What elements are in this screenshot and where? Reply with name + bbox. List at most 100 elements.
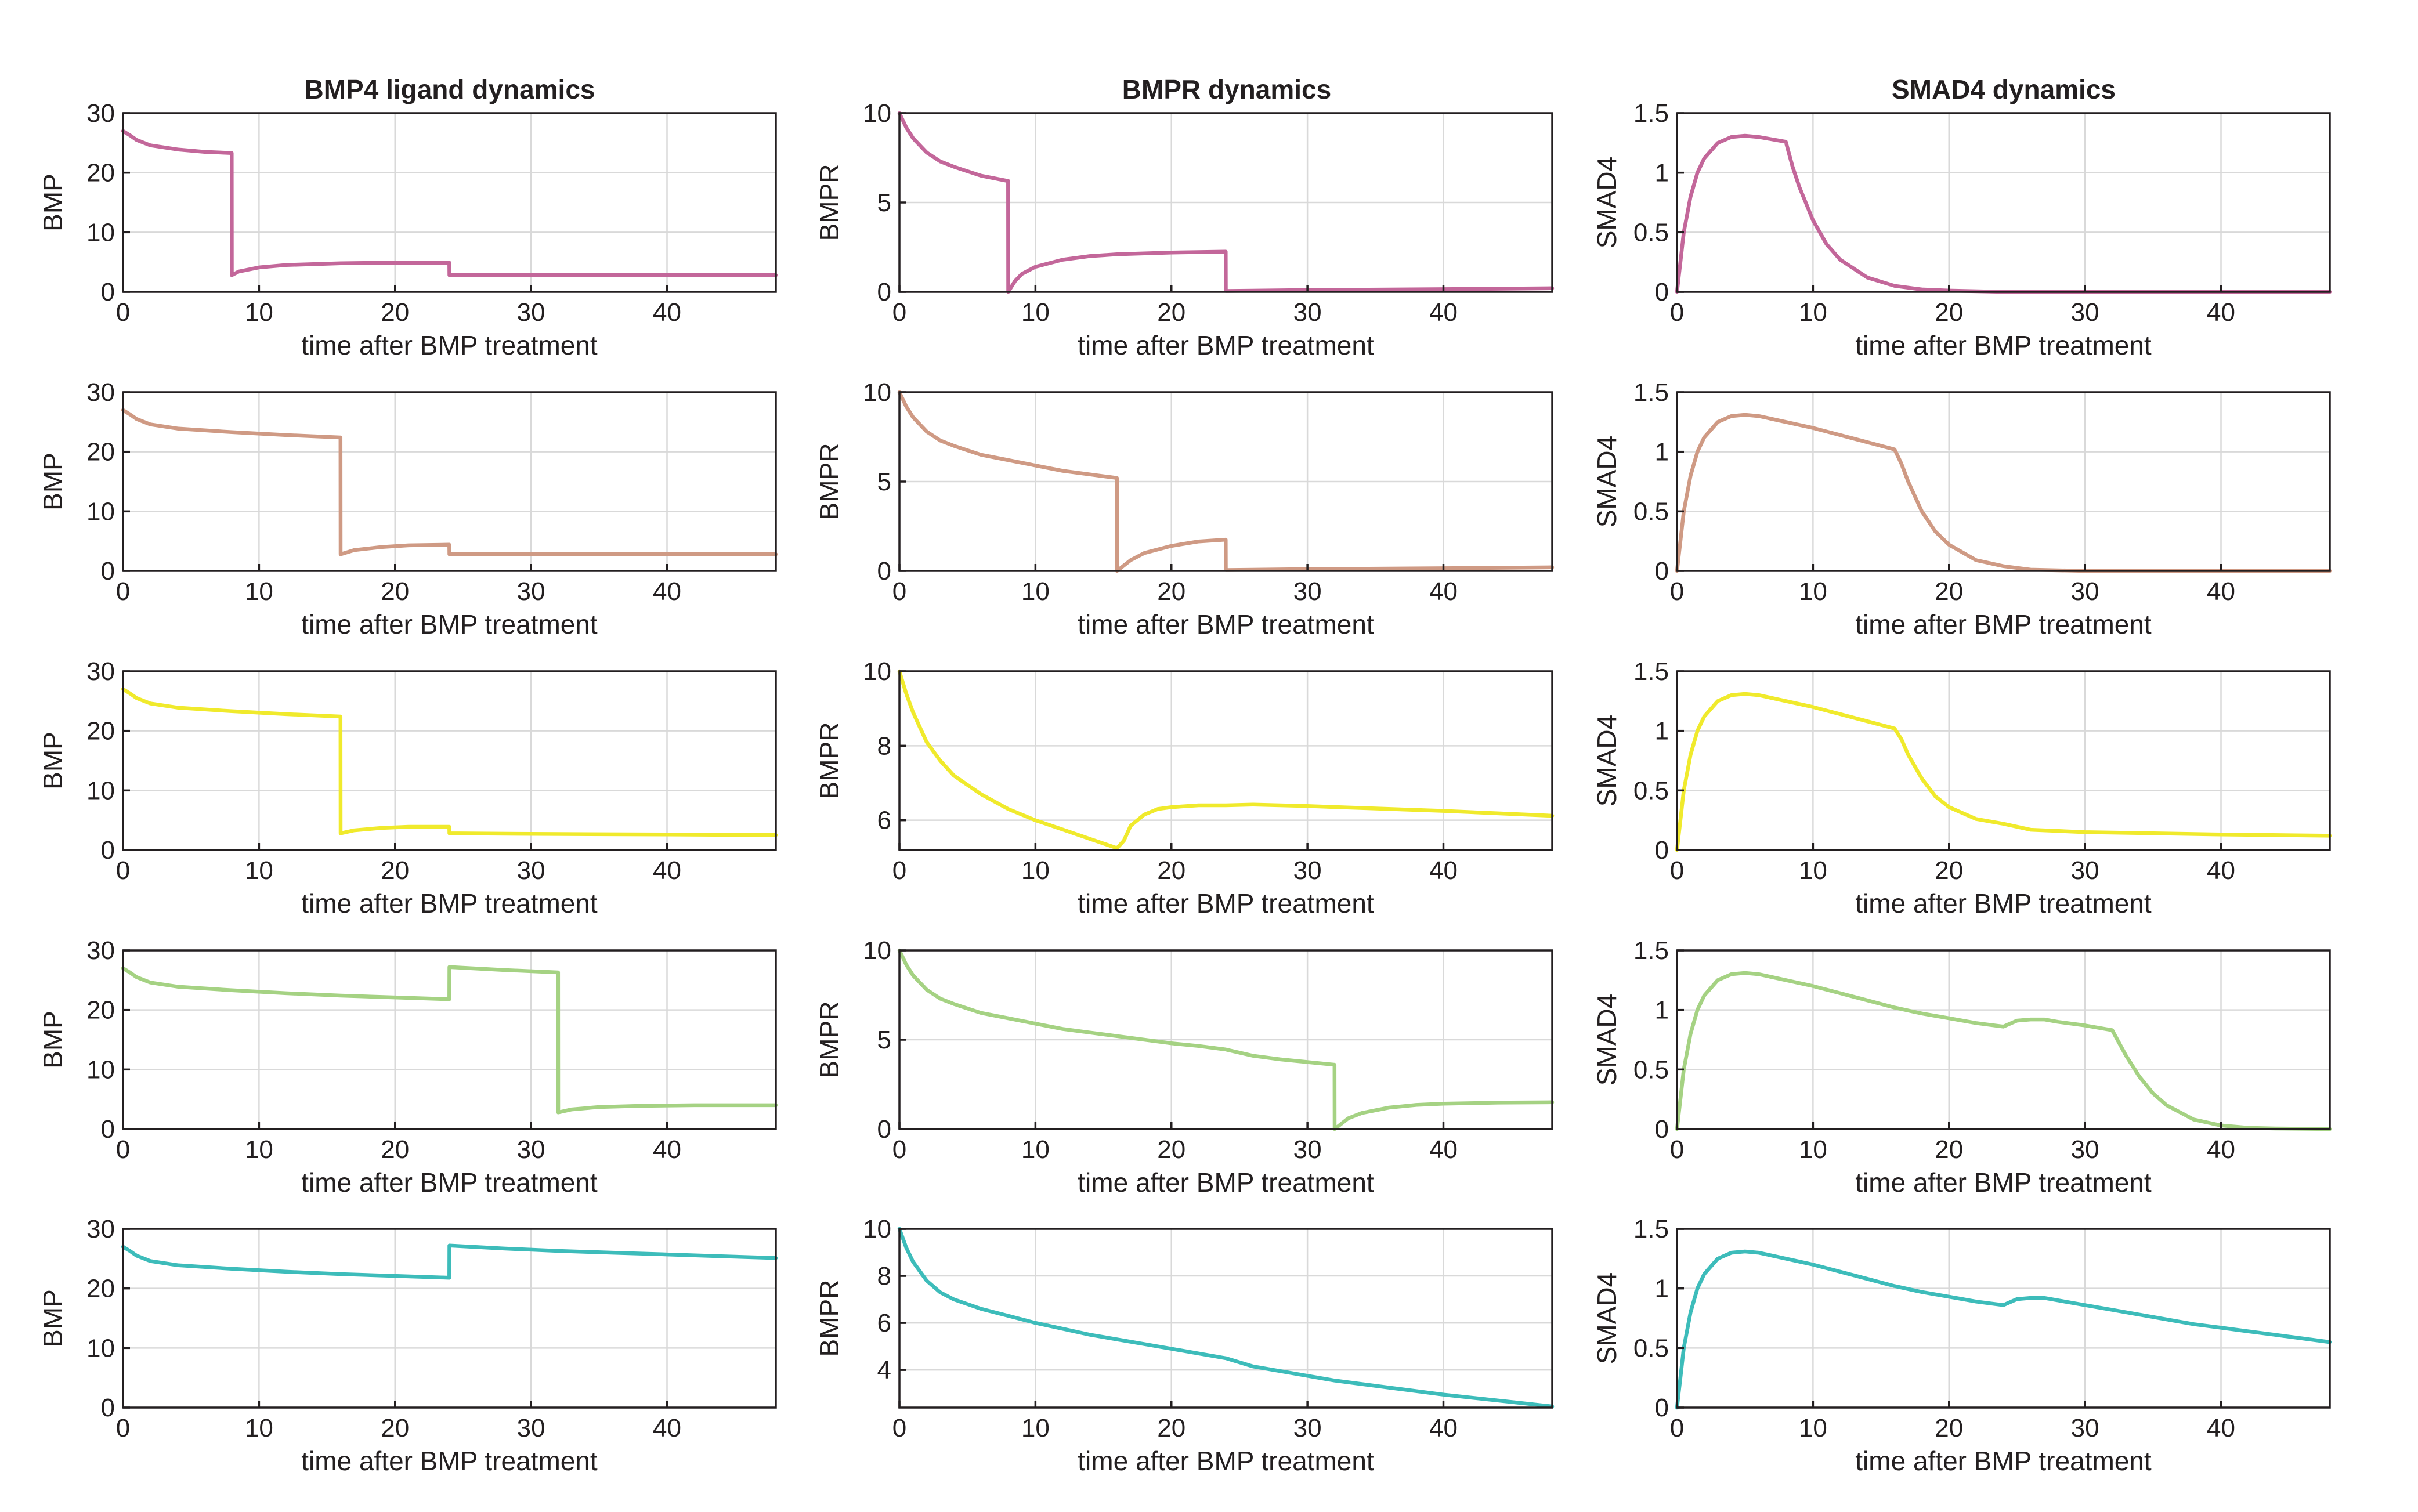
y-tick-label: 1.5 (1633, 936, 1669, 965)
x-tick-label: 10 (245, 856, 273, 885)
x-tick-label: 30 (517, 856, 545, 885)
y-tick-label: 4 (877, 1356, 891, 1384)
x-tick-label: 40 (653, 856, 681, 885)
panel-r5-c3: 0 10 20 30 40 0 0.5 1 1.5 time after BMP treatmen… (1592, 1215, 2332, 1476)
x-tick-label: 20 (1935, 298, 1963, 327)
series-line (121, 129, 778, 277)
panel-r3-c3: 0 10 20 30 40 0 0.5 1 1.5 time after BMP treatmen… (1592, 657, 2332, 918)
y-axis-label: SMAD4 (1592, 436, 1622, 527)
x-tick-label: 30 (2071, 577, 2099, 606)
x-axis-label: time after BMP treatment (1078, 330, 1374, 360)
plot-frame (122, 670, 777, 851)
y-tick-label: 30 (86, 936, 115, 965)
col-title-smad4: SMAD4 dynamics (1892, 74, 2116, 104)
y-axis-label: BMPR (814, 722, 844, 800)
x-tick-label: 30 (1293, 1414, 1322, 1442)
x-tick-label: 40 (653, 577, 681, 606)
x-tick-label: 0 (892, 577, 906, 606)
x-tick-label: 30 (2071, 1135, 2099, 1164)
x-tick-label: 10 (1021, 1135, 1050, 1164)
panel-r1-c1: 0 10 20 30 40 0 10 20 30 time after BMP treatment… (38, 99, 778, 360)
x-axis-label: time after BMP treatment (1855, 888, 2152, 918)
x-tick-label: 10 (1021, 298, 1050, 327)
x-tick-label: 10 (245, 298, 273, 327)
x-tick-label: 40 (1429, 298, 1458, 327)
plot-frame (122, 391, 777, 572)
x-tick-label: 20 (1157, 1414, 1185, 1442)
y-tick-label: 1 (1655, 438, 1669, 466)
y-tick-label: 10 (863, 657, 891, 686)
y-tick-label: 0 (101, 278, 115, 306)
x-tick-label: 40 (1429, 856, 1458, 885)
y-tick-label: 0.5 (1633, 1055, 1669, 1084)
y-tick-label: 0 (877, 1115, 891, 1144)
plot-frame (122, 949, 777, 1130)
y-tick-label: 30 (86, 378, 115, 407)
y-tick-label: 0 (877, 557, 891, 585)
x-tick-label: 20 (1935, 577, 1963, 606)
y-tick-label: 5 (877, 189, 891, 217)
x-tick-label: 30 (517, 1135, 545, 1164)
x-tick-label: 30 (517, 298, 545, 327)
x-tick-label: 0 (1670, 1414, 1684, 1442)
x-tick-label: 10 (1799, 1414, 1827, 1442)
panel-r5-c1: 0 10 20 30 40 0 10 20 30 time after BMP treatment… (38, 1215, 778, 1476)
series-line (1675, 133, 2332, 294)
y-axis-label: BMP (38, 1011, 68, 1069)
y-tick-label: 0 (1655, 557, 1669, 585)
y-tick-label: 30 (86, 1215, 115, 1243)
x-tick-label: 20 (1935, 856, 1963, 885)
y-tick-label: 0 (1655, 836, 1669, 864)
series-line (897, 1227, 1555, 1409)
y-tick-label: 8 (877, 732, 891, 760)
y-tick-label: 1.5 (1633, 657, 1669, 686)
x-tick-label: 20 (1935, 1135, 1963, 1164)
y-tick-label: 0 (101, 836, 115, 864)
x-axis-label: time after BMP treatment (1078, 1446, 1374, 1476)
x-tick-label: 10 (1799, 298, 1827, 327)
x-axis-label: time after BMP treatment (1078, 888, 1374, 918)
x-tick-label: 20 (381, 1135, 409, 1164)
series-line (121, 687, 778, 837)
x-axis-label: time after BMP treatment (1855, 1167, 2152, 1198)
x-tick-label: 20 (381, 577, 409, 606)
x-tick-label: 10 (245, 1135, 273, 1164)
series-line (121, 408, 778, 556)
x-tick-label: 30 (1293, 856, 1322, 885)
x-tick-label: 20 (1157, 298, 1185, 327)
y-tick-label: 1.5 (1633, 1215, 1669, 1243)
panel-r2-c1: 0 10 20 30 40 0 10 20 30 time after BMP treatment… (38, 378, 778, 639)
x-tick-label: 20 (1157, 577, 1185, 606)
x-axis-label: time after BMP treatment (1855, 609, 2152, 639)
x-tick-label: 30 (1293, 1135, 1322, 1164)
x-axis-label: time after BMP treatment (301, 888, 598, 918)
x-axis-label: time after BMP treatment (301, 1446, 598, 1476)
x-tick-label: 40 (653, 298, 681, 327)
x-tick-label: 30 (1293, 298, 1322, 327)
y-tick-label: 0 (101, 1115, 115, 1144)
plot-frame (1676, 112, 2331, 293)
x-tick-label: 0 (892, 298, 906, 327)
x-tick-label: 20 (381, 856, 409, 885)
plot-frame (1676, 391, 2331, 572)
series-line (897, 111, 1555, 294)
y-tick-label: 6 (877, 806, 891, 835)
y-tick-label: 0 (1655, 1115, 1669, 1144)
x-tick-label: 0 (1670, 1135, 1684, 1164)
x-axis-label: time after BMP treatment (1855, 1446, 2152, 1476)
series-line (1675, 692, 2332, 852)
x-tick-label: 10 (1799, 856, 1827, 885)
y-tick-label: 20 (86, 159, 115, 187)
y-tick-label: 8 (877, 1262, 891, 1290)
y-tick-label: 0.5 (1633, 218, 1669, 247)
y-tick-label: 10 (863, 378, 891, 407)
series-line (897, 669, 1555, 851)
column-titles: BMP4 ligand dynamics BMPR dynamics SMAD4… (304, 74, 2116, 104)
x-axis-label: time after BMP treatment (301, 330, 598, 360)
col-title-bmpr: BMPR dynamics (1122, 74, 1331, 104)
y-tick-label: 10 (863, 99, 891, 128)
y-tick-label: 6 (877, 1309, 891, 1337)
y-tick-label: 1 (1655, 717, 1669, 746)
